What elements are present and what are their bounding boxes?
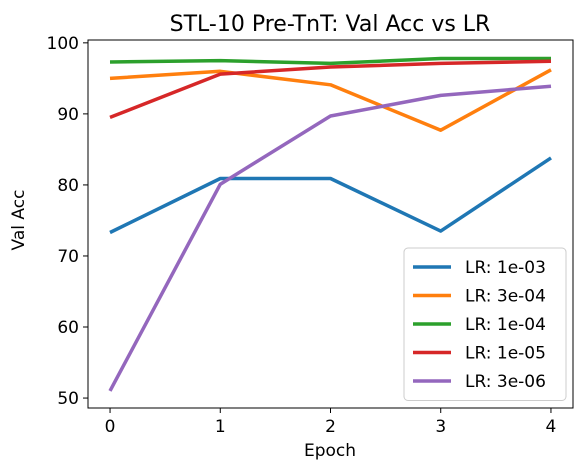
x-tick-label: 2	[325, 417, 336, 437]
x-tick-label: 4	[546, 417, 557, 437]
x-tick-label: 0	[105, 417, 116, 437]
y-tick-label: 100	[47, 34, 79, 54]
series-line-2	[110, 70, 551, 130]
y-axis-label: Val Acc	[9, 190, 29, 251]
x-axis-label: Epoch	[304, 441, 356, 461]
y-tick-label: 70	[57, 247, 79, 267]
x-tick-label: 1	[215, 417, 226, 437]
legend-label: LR: 3e-04	[465, 287, 546, 307]
plot-area: 0 1 2 3 4 50 60 70 80 90 100 LR: 1e-03 LR: 3e-04 LR: …	[47, 34, 573, 437]
y-tick-label: 60	[57, 318, 79, 338]
legend-label: LR: 3e-06	[465, 372, 546, 392]
y-tick-label: 50	[57, 389, 79, 409]
series-line-4	[110, 61, 551, 117]
y-tick-label: 90	[57, 105, 79, 125]
series-line-1	[110, 158, 551, 233]
legend-label: LR: 1e-03	[465, 258, 546, 278]
y-tick-label: 80	[57, 176, 79, 196]
chart-title: STL-10 Pre-TnT: Val Acc vs LR	[170, 12, 491, 37]
legend-label: LR: 1e-04	[465, 315, 546, 335]
x-tick-label: 3	[435, 417, 446, 437]
legend-label: LR: 1e-05	[465, 344, 546, 364]
